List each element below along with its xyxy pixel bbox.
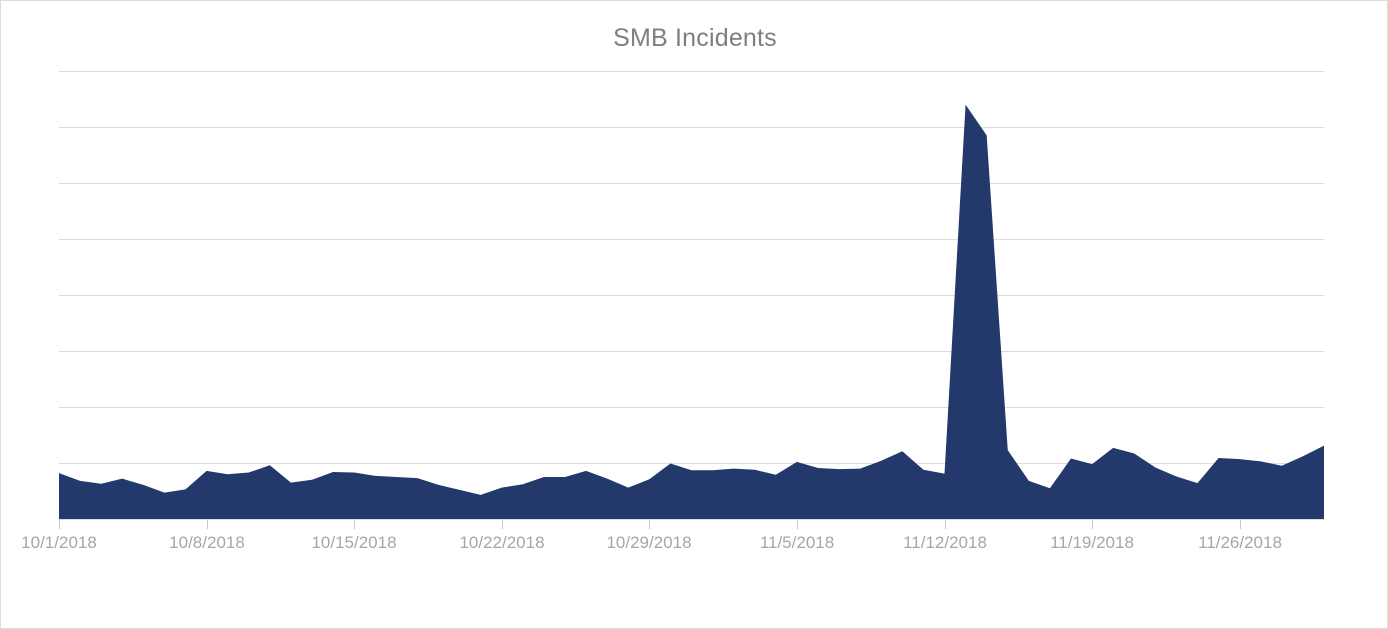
x-axis-tick-label: 11/5/2018: [759, 533, 835, 552]
gridline: [59, 239, 1324, 240]
area-series-path: [59, 104, 1324, 519]
x-axis-tick: [945, 520, 946, 529]
gridline: [59, 463, 1324, 464]
gridline: [59, 351, 1324, 352]
area-series: [59, 104, 1324, 519]
x-axis-tick-label: 11/12/2018: [903, 533, 987, 552]
gridline: [59, 407, 1324, 408]
x-axis-tick: [797, 520, 798, 529]
x-axis-tick-label: 11/19/2018: [1050, 533, 1134, 552]
chart-title: SMB Incidents: [613, 24, 777, 52]
gridline: [59, 127, 1324, 128]
x-axis-tick-label: 10/29/2018: [606, 533, 692, 552]
x-axis-tick-label: 10/8/2018: [169, 533, 245, 552]
x-axis-tick: [502, 520, 503, 529]
plot-area: [59, 71, 1324, 520]
x-axis-tick: [59, 520, 60, 529]
x-axis-tick: [1240, 520, 1241, 529]
gridline: [59, 295, 1324, 296]
x-axis-tick: [354, 520, 355, 529]
x-axis-tick: [207, 520, 208, 529]
x-axis-tick-label: 10/1/2018: [21, 533, 97, 552]
x-axis-labels: 10/1/2018 10/8/2018 10/15/2018 10/22/2018 10…: [1, 532, 1387, 558]
x-axis-tick: [1092, 520, 1093, 529]
x-axis-ticks: [1, 520, 1387, 529]
x-axis-tick: [649, 520, 650, 529]
x-axis-tick-label: 10/22/2018: [459, 533, 545, 552]
gridline: [59, 183, 1324, 184]
x-axis-baseline: [59, 519, 1324, 520]
gridline: [59, 71, 1324, 72]
x-axis-tick-label: 10/15/2018: [311, 533, 397, 552]
x-axis-tick-label: 11/26/2018: [1198, 533, 1282, 552]
